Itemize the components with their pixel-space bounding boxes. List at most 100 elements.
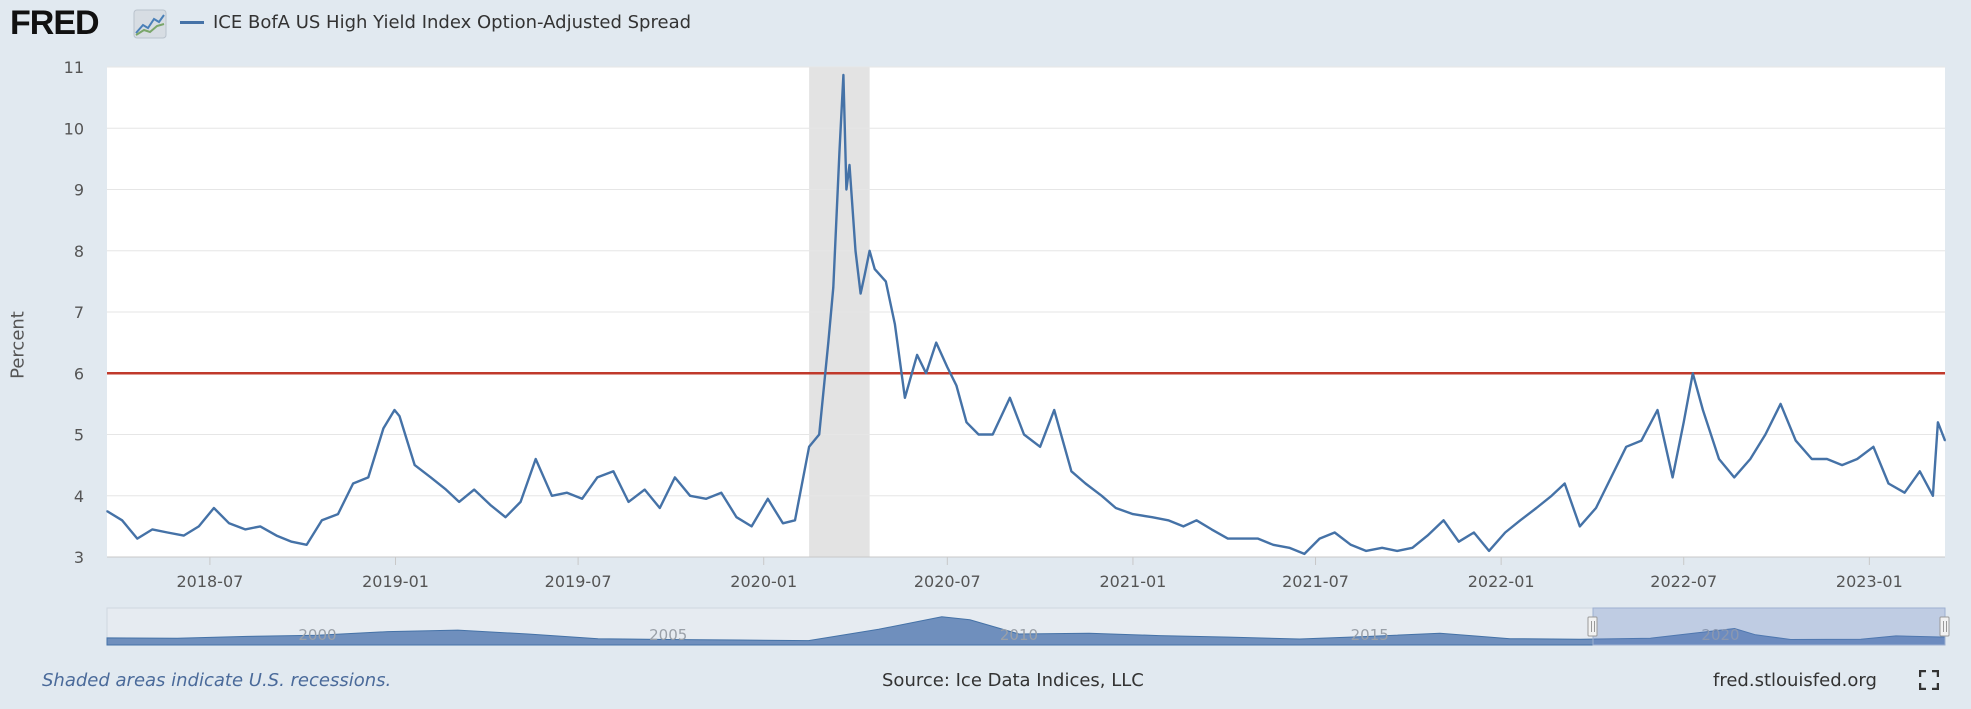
data-point bbox=[794, 519, 796, 522]
y-tick-label: 7 bbox=[74, 303, 84, 322]
navigator-year-label: 2005 bbox=[649, 626, 687, 644]
data-point bbox=[489, 504, 492, 506]
data-point bbox=[1114, 507, 1117, 509]
data-point bbox=[827, 341, 830, 344]
data-point bbox=[1656, 409, 1659, 411]
data-point bbox=[735, 516, 738, 518]
navigator-year-label: 2020 bbox=[1701, 626, 1739, 644]
data-point bbox=[244, 528, 247, 531]
data-point bbox=[1640, 439, 1643, 442]
navigator-handle[interactable] bbox=[1939, 616, 1950, 637]
navigator-year-label: 2015 bbox=[1351, 626, 1389, 644]
data-point bbox=[228, 522, 230, 525]
data-point bbox=[904, 396, 906, 399]
data-point bbox=[863, 274, 866, 277]
data-point bbox=[643, 488, 646, 491]
navigator-year-label: 2000 bbox=[298, 626, 336, 644]
data-point bbox=[1826, 458, 1828, 460]
data-point bbox=[854, 249, 857, 252]
data-point bbox=[473, 488, 475, 491]
data-point bbox=[305, 543, 308, 546]
data-point bbox=[596, 476, 599, 479]
data-point bbox=[808, 445, 810, 448]
data-point bbox=[1195, 519, 1198, 522]
data-point bbox=[842, 74, 845, 76]
data-point bbox=[1288, 547, 1291, 549]
data-point bbox=[213, 507, 215, 509]
data-point bbox=[1226, 537, 1229, 540]
data-point bbox=[321, 519, 323, 522]
data-point bbox=[1365, 550, 1367, 552]
legend-label: ICE BofA US High Yield Index Option-Adju… bbox=[213, 12, 692, 33]
navigator-selection[interactable] bbox=[1592, 607, 1946, 646]
data-point bbox=[977, 433, 980, 436]
data-point bbox=[290, 540, 293, 543]
data-point bbox=[750, 525, 753, 528]
data-point bbox=[689, 494, 691, 497]
data-point bbox=[367, 476, 370, 479]
recession-note: Shaded areas indicate U.S. recessions. bbox=[42, 670, 392, 691]
y-tick-label: 4 bbox=[74, 487, 84, 506]
data-point bbox=[1918, 470, 1921, 473]
data-point bbox=[413, 464, 416, 466]
navigator-area bbox=[106, 616, 1946, 646]
x-tick-label: 2019-07 bbox=[545, 572, 612, 591]
data-point bbox=[504, 516, 507, 518]
data-point bbox=[991, 433, 994, 436]
x-tick-label: 2020-07 bbox=[914, 572, 981, 591]
data-point bbox=[1396, 550, 1399, 552]
data-point bbox=[1350, 543, 1352, 546]
fullscreen-icon[interactable] bbox=[1919, 670, 1939, 690]
data-point bbox=[519, 501, 522, 503]
data-point bbox=[720, 491, 723, 494]
data-point bbox=[955, 384, 958, 387]
y-tick-label: 6 bbox=[74, 364, 84, 383]
data-point bbox=[1272, 543, 1274, 546]
data-point bbox=[1519, 519, 1522, 522]
data-point bbox=[1944, 439, 1946, 442]
data-point bbox=[1550, 494, 1553, 497]
data-point bbox=[1692, 372, 1694, 375]
data-point bbox=[197, 525, 200, 528]
data-point bbox=[458, 501, 460, 503]
data-point bbox=[1535, 507, 1538, 509]
data-point bbox=[832, 286, 835, 289]
data-point bbox=[393, 409, 396, 411]
data-point bbox=[1023, 433, 1025, 436]
data-point bbox=[1039, 445, 1041, 448]
data-point bbox=[1937, 421, 1939, 424]
data-point bbox=[1411, 547, 1414, 549]
data-point bbox=[1733, 476, 1735, 479]
y-tick-label: 5 bbox=[74, 426, 84, 445]
navigator-year-label: 2010 bbox=[1000, 626, 1038, 644]
x-tick-label: 2019-01 bbox=[362, 572, 429, 591]
data-point bbox=[848, 164, 851, 166]
data-point bbox=[1303, 553, 1306, 555]
data-point bbox=[430, 476, 432, 479]
data-point bbox=[1718, 458, 1720, 460]
data-point bbox=[894, 323, 896, 326]
y-tick-label: 11 bbox=[64, 58, 84, 77]
fred-logo[interactable]: FRED bbox=[10, 4, 100, 42]
data-point bbox=[1671, 476, 1674, 479]
data-point bbox=[136, 537, 139, 540]
data-point bbox=[873, 268, 876, 270]
x-tick-label: 2022-07 bbox=[1650, 572, 1717, 591]
data-point bbox=[1257, 537, 1259, 540]
data-point bbox=[259, 525, 262, 528]
data-point bbox=[1151, 516, 1153, 518]
data-point bbox=[705, 498, 708, 500]
legend-item[interactable]: ICE BofA US High Yield Index Option-Adju… bbox=[180, 12, 691, 33]
data-point bbox=[337, 513, 339, 515]
data-point bbox=[1682, 421, 1685, 424]
data-point bbox=[674, 476, 676, 479]
navigator-handle[interactable] bbox=[1587, 616, 1598, 637]
data-point bbox=[946, 366, 949, 368]
data-point bbox=[1009, 396, 1011, 399]
data-point bbox=[1749, 458, 1752, 460]
x-tick-label: 2018-07 bbox=[176, 572, 243, 591]
site-link[interactable]: fred.stlouisfed.org bbox=[1713, 670, 1877, 691]
x-tick-label: 2023-01 bbox=[1836, 572, 1903, 591]
x-tick-label: 2021-07 bbox=[1282, 572, 1349, 591]
